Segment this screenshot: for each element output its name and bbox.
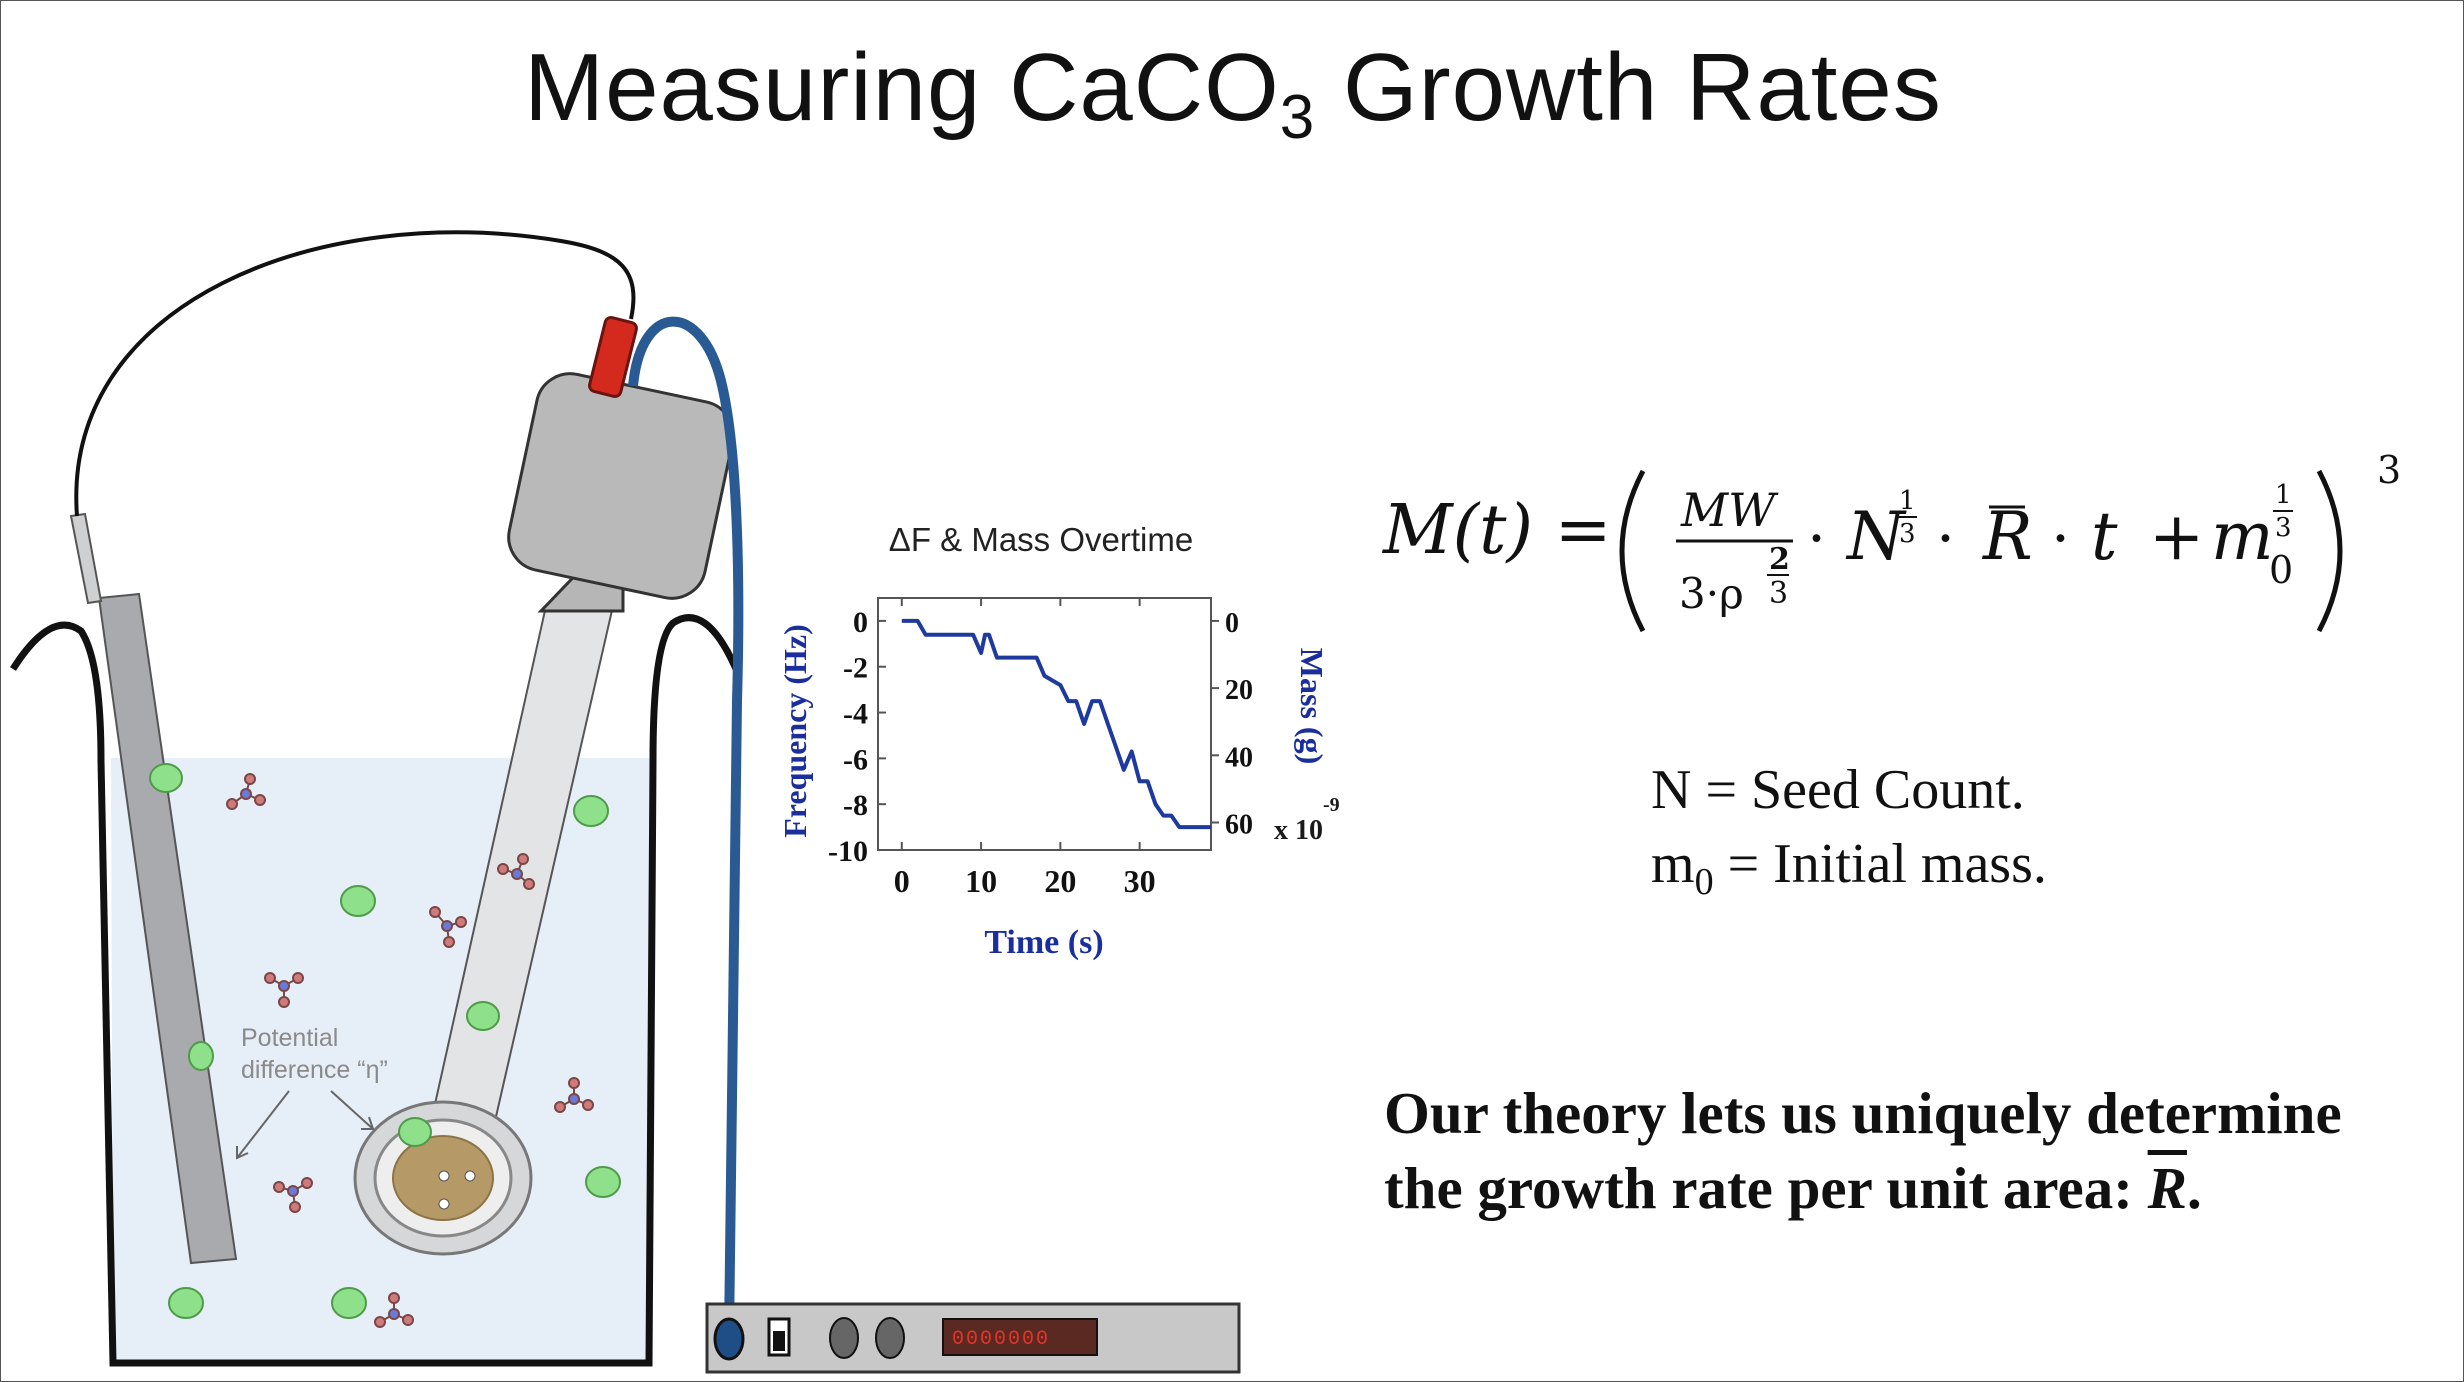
y-ticks-left: 0 -2 -4 -6 -8 -10 xyxy=(828,606,886,868)
x-tick-label: 20 xyxy=(1044,863,1076,899)
svg-text:t: t xyxy=(2091,498,2118,575)
y-axis-label-left: Frequency (Hz) xyxy=(777,624,813,838)
reference-electrode xyxy=(97,592,238,1265)
y-tick-label-right: 0 xyxy=(1225,608,1239,639)
annotation-difference: difference “η” xyxy=(241,1056,388,1084)
annotation-potential: Potential xyxy=(241,1024,338,1052)
plot-frame xyxy=(877,597,1212,851)
series-line-frequency xyxy=(901,618,1211,830)
svg-text:M(t) =: M(t) = xyxy=(1381,491,1612,570)
instrument-box xyxy=(705,1302,1241,1374)
red-cap xyxy=(588,316,638,398)
right-scale-exp: -9 xyxy=(1323,794,1340,816)
instrument-port xyxy=(713,1317,745,1361)
claim-line-2: the growth rate per unit area: R. xyxy=(1384,1155,2202,1221)
electrode-tip xyxy=(69,512,103,605)
y-tick-label-left: 0 xyxy=(853,606,868,639)
y-axis-label-right: Mass (g) xyxy=(1294,648,1330,764)
instrument-knob-1 xyxy=(829,1317,859,1359)
y-tick-label-right: 20 xyxy=(1225,675,1253,706)
y-tick-label-right: 40 xyxy=(1225,742,1253,773)
y-ticks-right: 0 20 40 60 xyxy=(1211,608,1253,841)
svg-text:3: 3 xyxy=(1899,519,1916,549)
variable-definitions: N = Seed Count. m0 = Initial mass. xyxy=(1651,753,2047,919)
svg-text:0: 0 xyxy=(2269,548,2293,592)
y-tick-label-right: 60 xyxy=(1225,810,1253,841)
slide-title: Measuring CaCO3 Growth Rates xyxy=(524,34,1942,152)
frequency-mass-chart: ΔF & Mass Overtime 0 10 20 30 0-2-4-6-8-10 … xyxy=(777,521,1340,961)
svg-text:1: 1 xyxy=(2275,480,2292,510)
instrument-display-value: 0000000 xyxy=(952,1328,1050,1351)
svg-text:·: · xyxy=(2051,504,2070,574)
connecting-wire xyxy=(74,230,636,517)
svg-text:3: 3 xyxy=(2377,448,2401,492)
svg-text:1: 1 xyxy=(1899,486,1916,516)
svg-text:·: · xyxy=(1807,504,1826,574)
probe-head xyxy=(507,372,735,600)
blue-tube xyxy=(628,316,744,1337)
definition-n: N = Seed Count. xyxy=(1651,759,2025,821)
x-tick-label: 10 xyxy=(965,863,997,899)
svg-text:+: + xyxy=(2149,498,2204,575)
beaker-outline xyxy=(10,614,740,1367)
x-tick-label: 30 xyxy=(1124,863,1156,899)
svg-text:3: 3 xyxy=(2275,513,2292,543)
y-tick-label-left: -4 xyxy=(843,698,868,731)
theory-claim: Our theory lets us uniquely determine th… xyxy=(1384,1076,2342,1226)
instrument-display xyxy=(942,1318,1098,1356)
svg-text:N: N xyxy=(1845,498,1907,575)
svg-text:R: R xyxy=(1982,498,2033,575)
y-tick-label-left: -6 xyxy=(843,743,868,776)
svg-text:·: · xyxy=(1936,504,1955,574)
y-tick-label-left: -10 xyxy=(828,835,868,868)
instrument-knob-2 xyxy=(875,1317,905,1359)
seed-crystals xyxy=(149,763,621,1319)
svg-text:3·ρ: 3·ρ xyxy=(1679,569,1744,618)
growth-equation: M(t) = MW 3·ρ 2 3 · N 1 3 · R · t + m 0 … xyxy=(1381,448,2401,633)
chart-title: ΔF & Mass Overtime xyxy=(889,521,1193,558)
svg-text:MW: MW xyxy=(1680,483,1779,537)
x-axis-label: Time (s) xyxy=(984,924,1103,961)
right-scale-label: x 10 xyxy=(1274,815,1323,846)
definition-m0: m0 = Initial mass. xyxy=(1651,833,2047,903)
y-tick-label-left: -2 xyxy=(843,652,868,685)
svg-text:3: 3 xyxy=(1769,576,1788,611)
annotation-arrows xyxy=(236,1090,375,1160)
y-tick-label-left: -8 xyxy=(843,789,868,822)
r-bar-symbol: R xyxy=(2147,1155,2187,1221)
svg-text:m: m xyxy=(2211,498,2274,575)
svg-text:2: 2 xyxy=(1769,542,1790,577)
ion-molecules xyxy=(226,773,594,1328)
x-ticks: 0 10 20 30 xyxy=(894,598,1156,899)
claim-line-1: Our theory lets us uniquely determine xyxy=(1384,1080,2342,1146)
x-tick-label: 0 xyxy=(894,863,910,899)
